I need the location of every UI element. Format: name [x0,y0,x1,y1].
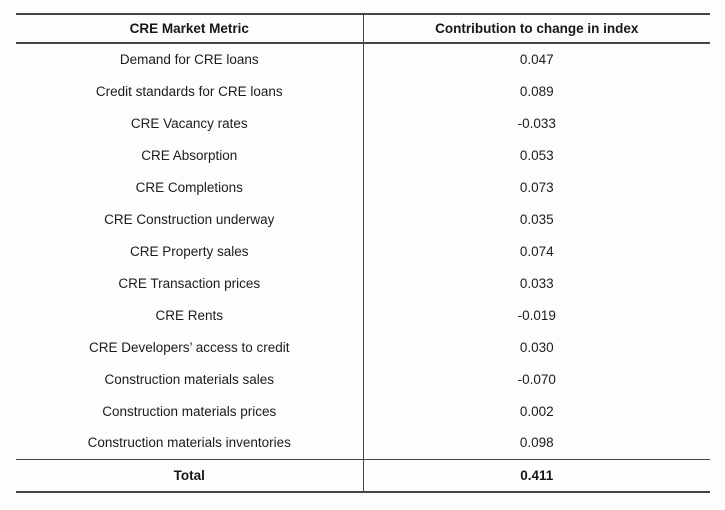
metric-cell: CRE Absorption [16,139,364,171]
metric-cell: CRE Developers’ access to credit [16,331,364,363]
metric-cell: CRE Property sales [16,235,364,267]
column-header-contribution: Contribution to change in index [363,14,710,44]
value-cell: 0.030 [519,339,554,355]
table-row: CRE Vacancy rates -0.033 [16,107,710,139]
value-cell: 0.053 [519,147,554,163]
table-row: CRE Transaction prices 0.033 [16,267,710,299]
table-row: CRE Completions 0.073 [16,171,710,203]
value-cell: 0.002 [519,403,554,419]
table-row: Construction materials prices 0.002 [16,395,710,427]
metric-cell: Construction materials inventories [16,427,364,459]
value-cell: 0.033 [519,275,554,291]
total-value: 0.411 [363,458,710,492]
table-row: CRE Developers’ access to credit 0.030 [16,331,710,363]
metric-cell: CRE Transaction prices [16,267,364,299]
table-row: CRE Property sales 0.074 [16,235,710,267]
metric-cell: CRE Construction underway [16,203,364,235]
value-cell: 0.074 [519,243,554,259]
metric-cell: Construction materials prices [16,395,364,427]
table-row: CRE Rents -0.019 [16,299,710,331]
table-row: Construction materials inventories 0.098 [16,427,710,459]
total-label: Total [16,458,364,492]
header-row: CRE Market Metric Contribution to change… [16,14,710,44]
table-footer: Total 0.411 [16,458,710,492]
table-row: CRE Absorption 0.053 [16,139,710,171]
value-cell: 0.089 [519,83,554,99]
value-cell: 0.073 [519,179,554,195]
cre-contribution-table-wrapper: CRE Market Metric Contribution to change… [16,13,710,493]
value-cell: 0.098 [519,435,554,451]
value-cell: -0.019 [517,307,556,323]
metric-cell: Construction materials sales [16,363,364,395]
metric-cell: CRE Completions [16,171,364,203]
cre-contribution-table: CRE Market Metric Contribution to change… [16,13,710,493]
metric-cell: Demand for CRE loans [16,43,364,75]
table-row: Construction materials sales -0.070 [16,363,710,395]
table-row: CRE Construction underway 0.035 [16,203,710,235]
metric-cell: Credit standards for CRE loans [16,75,364,107]
value-cell: -0.033 [517,115,556,131]
value-cell: -0.070 [517,371,556,387]
column-header-metric: CRE Market Metric [16,14,364,44]
value-cell: 0.047 [519,52,554,67]
metric-cell: CRE Vacancy rates [16,107,364,139]
table-row: Credit standards for CRE loans 0.089 [16,75,710,107]
value-cell: 0.035 [519,211,554,227]
table-header: CRE Market Metric Contribution to change… [16,14,710,44]
table-row: Demand for CRE loans 0.047 [16,43,710,75]
total-row: Total 0.411 [16,458,710,492]
table-body: Demand for CRE loans 0.047 Credit standard… [16,43,710,459]
metric-cell: CRE Rents [16,299,364,331]
